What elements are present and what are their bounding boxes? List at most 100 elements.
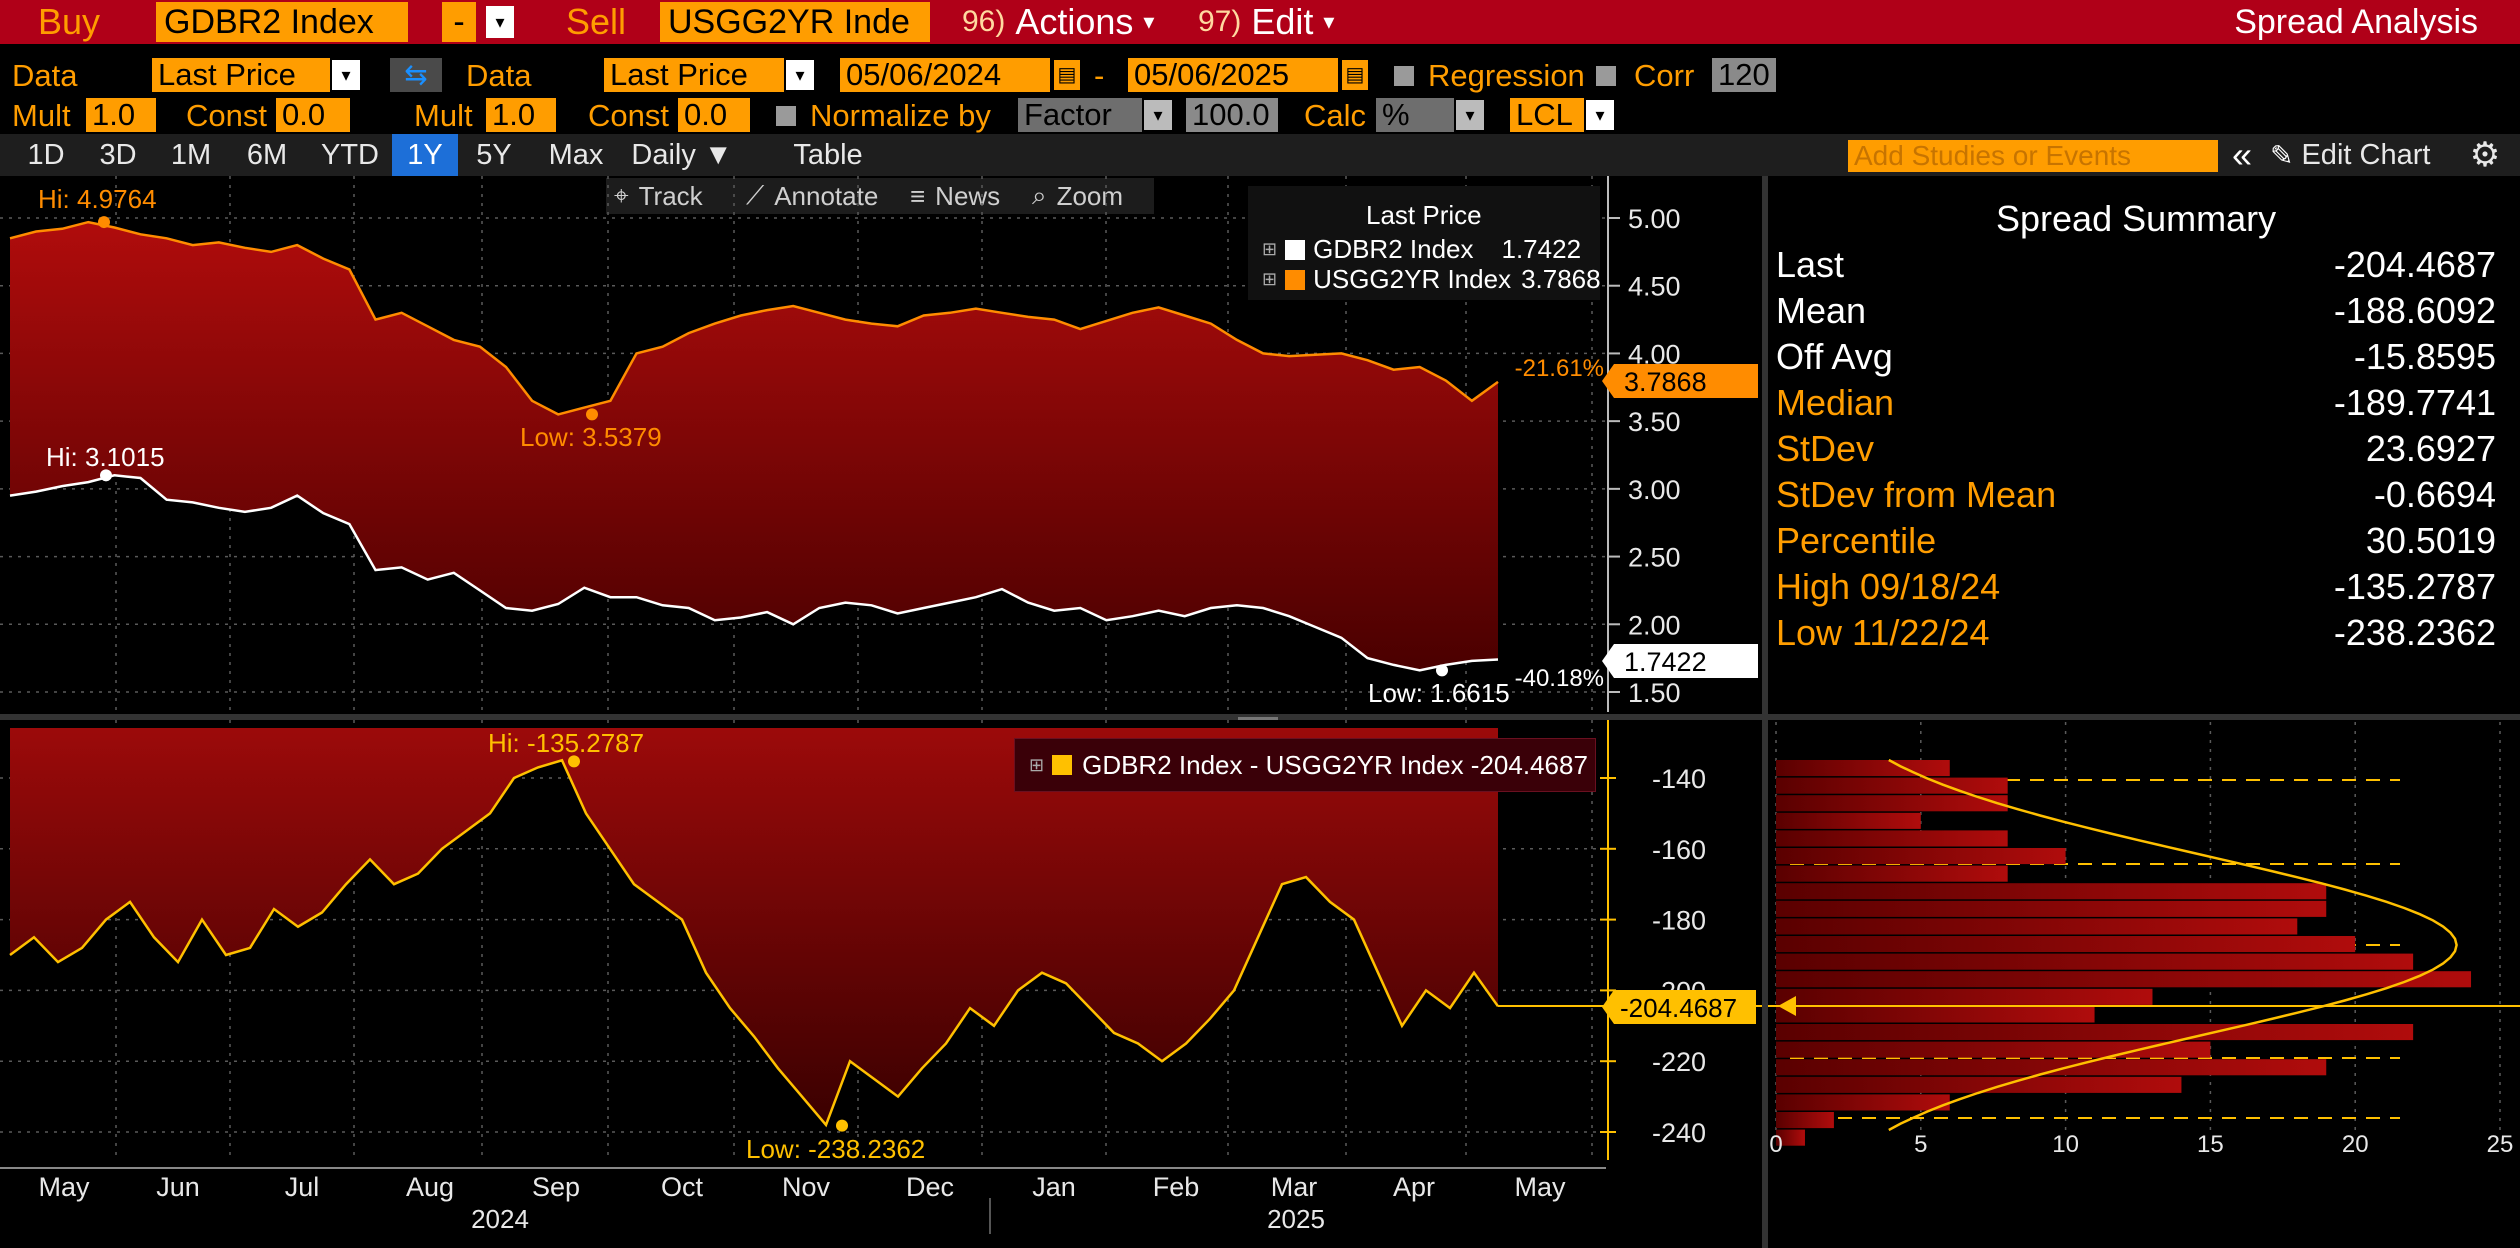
spread-last-tag-pointer [1602,990,1614,1024]
spread-legend-text: GDBR2 Index - USGG2YR Index -204.4687 [1082,749,1588,780]
spread-low-marker [836,1119,848,1132]
tab-ytd[interactable]: YTD [321,139,379,171]
histogram-bar [1776,1006,2095,1023]
end-date-field[interactable]: 05/06/2025 [1128,58,1338,92]
summary-value: -204.4687 [2333,244,2496,285]
pencil-icon: ✎ [2270,139,2294,171]
corr-checkbox[interactable] [1596,66,1616,86]
buy-ticker-field[interactable]: GDBR2 Index [156,2,408,42]
currency-dropdown[interactable]: ▾ [1586,100,1614,130]
swap-icon[interactable]: ⇆ [390,58,442,92]
legend-item-usgg2yr[interactable]: ⊞ USGG2YR Index 3.7868 [1262,264,1601,295]
expand-icon: ⊞ [1262,269,1278,289]
const1-field[interactable]: 0.0 [276,98,350,132]
normalize-dropdown[interactable]: ▾ [1144,100,1172,130]
operator-dropdown-button[interactable]: ▾ [486,6,514,38]
zoom-button[interactable]: ⌕ Zoom [1032,178,1123,214]
edit-number: 97) [1198,5,1242,38]
mult2-label: Mult [414,98,473,133]
histogram-bar [1776,883,2327,900]
crosshair-icon: ⌖ [614,180,629,210]
histogram-bar [1776,760,1950,777]
normalize-label: Normalize by [810,98,991,133]
normalize-checkbox[interactable] [776,106,796,126]
factor-field[interactable]: 100.0 [1186,98,1278,132]
tab-3d[interactable]: 3D [99,139,137,171]
y-tick-label: -220 [1652,1047,1706,1077]
corr-window-field[interactable]: 120 [1712,58,1776,92]
histogram-bar [1776,830,2008,847]
histogram-bar [1776,918,2298,935]
calendar-icon[interactable]: ▤ [1054,60,1080,90]
studies-input[interactable]: Add Studies or Events [1848,140,2218,172]
gdbr-low-marker [1436,664,1448,677]
spread-high-marker [568,755,580,768]
gdbr-last-value: 1.7422 [1624,647,1707,677]
normalize-field[interactable]: Factor [1018,98,1142,132]
summary-label: Low 11/22/24 [1776,612,1990,653]
zoom-label: Zoom [1056,180,1124,211]
histogram-bar [1776,1076,2182,1093]
frequency-dropdown[interactable]: Daily ▼ [631,139,733,171]
y-tick-label: 4.50 [1628,272,1681,302]
histogram-bars [1776,760,2472,1146]
annotate-label: Annotate [774,180,879,211]
sell-ticker-field[interactable]: USGG2YR Inde [660,2,930,42]
calc-field[interactable]: % [1376,98,1454,132]
y-tick-label: 3.00 [1628,475,1681,505]
histogram-bar [1776,971,2472,988]
pane-resize-handle[interactable] [1238,717,1278,720]
panel-divider[interactable] [1762,176,1768,1248]
tab-1d[interactable]: 1D [27,139,65,171]
mult1-field[interactable]: 1.0 [86,98,156,132]
chart-tools-bar [606,178,1154,214]
usgg-last-tag [1614,364,1758,398]
gdbr2-legend-value: 1.7422 [1501,234,1582,264]
actions-menu[interactable]: 96) Actions ▾ [962,0,1154,44]
mult2-field[interactable]: 1.0 [486,98,556,132]
date-separator: - [1094,58,1105,93]
legend-item-gdbr2[interactable]: ⊞ GDBR2 Index 1.7422 [1262,234,1581,265]
histogram-last-marker [1778,996,1796,1016]
track-button[interactable]: ⌖ Track [614,178,703,214]
calendar-icon[interactable]: ▤ [1342,60,1368,90]
currency-field[interactable]: LCL [1510,98,1584,132]
tab-5y[interactable]: 5Y [476,139,512,171]
data2-field[interactable]: Last Price [604,58,784,92]
edit-menu[interactable]: 97) Edit ▾ [1198,0,1334,44]
data1-dropdown[interactable]: ▾ [332,60,360,90]
x-tick-label: Dec [906,1172,954,1202]
gear-icon[interactable]: ⚙ [2469,136,2501,174]
table-button[interactable]: Table [793,139,863,171]
tab-max[interactable]: Max [548,139,604,171]
tab-6m[interactable]: 6M [246,139,288,171]
news-button[interactable]: ≡ News [910,178,1000,214]
start-date-field[interactable]: 05/06/2024 [840,58,1050,92]
calc-dropdown[interactable]: ▾ [1456,100,1484,130]
spread-legend[interactable]: ⊞ GDBR2 Index - USGG2YR Index -204.4687 [1014,738,1596,792]
spread-operator-field[interactable]: - [442,2,476,42]
actions-number: 96) [962,5,1006,38]
summary-value: 30.5019 [2365,520,2496,561]
sell-label: Sell [566,1,627,42]
collapse-icon[interactable]: « [2231,134,2253,175]
data2-dropdown[interactable]: ▾ [786,60,814,90]
y-tick-label: -160 [1652,835,1706,865]
data1-field[interactable]: Last Price [152,58,330,92]
const2-field[interactable]: 0.0 [678,98,750,132]
annotate-button[interactable]: ⟋ Annotate [746,178,878,214]
histogram-x-tick-label: 20 [2342,1131,2369,1158]
edit-label: Edit [1251,1,1314,42]
edit-chart-button[interactable]: ✎ Edit Chart [2270,134,2430,176]
tab-1y[interactable]: 1Y [392,134,458,176]
const2-label: Const [588,98,669,133]
spread-fill-area [10,222,1498,671]
x-tick-label: Feb [1153,1172,1200,1202]
tab-1m[interactable]: 1M [170,139,212,171]
regression-checkbox[interactable] [1394,66,1414,86]
histogram-bar [1776,795,2008,812]
y-tick-label: 3.50 [1628,407,1681,437]
summary-label: Median [1776,382,1895,423]
spread-lower-fill [10,728,1498,1125]
